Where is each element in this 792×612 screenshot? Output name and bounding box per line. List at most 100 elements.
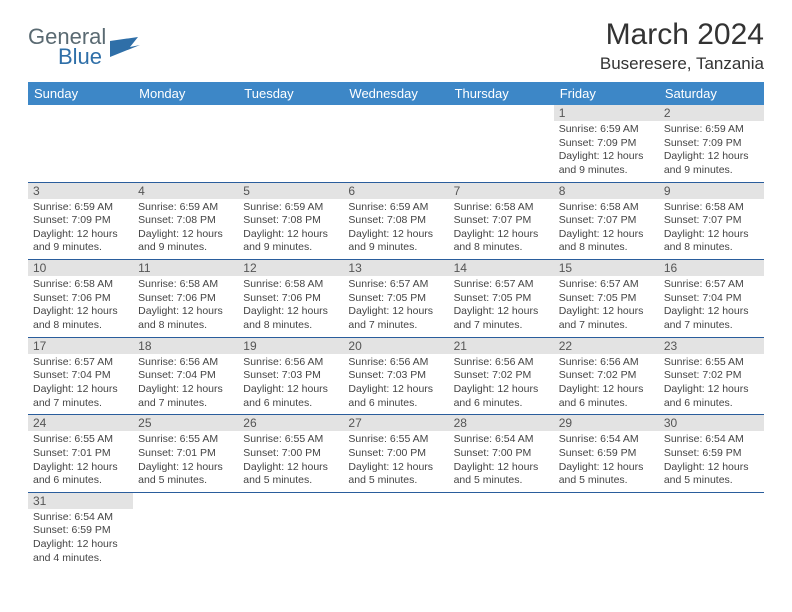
day-number: 18 (133, 338, 238, 354)
calendar-cell: 22Sunrise: 6:56 AMSunset: 7:02 PMDayligh… (554, 337, 659, 415)
day-info: Sunrise: 6:59 AMSunset: 7:08 PMDaylight:… (238, 199, 343, 260)
calendar-cell: 8Sunrise: 6:58 AMSunset: 7:07 PMDaylight… (554, 182, 659, 260)
calendar-cell: 16Sunrise: 6:57 AMSunset: 7:04 PMDayligh… (659, 260, 764, 338)
day-number: 14 (449, 260, 554, 276)
day-info: Sunrise: 6:54 AMSunset: 7:00 PMDaylight:… (449, 431, 554, 492)
day-info: Sunrise: 6:54 AMSunset: 6:59 PMDaylight:… (554, 431, 659, 492)
calendar-cell: 24Sunrise: 6:55 AMSunset: 7:01 PMDayligh… (28, 415, 133, 493)
calendar-week: 3Sunrise: 6:59 AMSunset: 7:09 PMDaylight… (28, 182, 764, 260)
day-number: 16 (659, 260, 764, 276)
day-info: Sunrise: 6:56 AMSunset: 7:03 PMDaylight:… (343, 354, 448, 415)
day-info: Sunrise: 6:58 AMSunset: 7:07 PMDaylight:… (554, 199, 659, 260)
day-info: Sunrise: 6:59 AMSunset: 7:09 PMDaylight:… (659, 121, 764, 182)
calendar-cell: 2Sunrise: 6:59 AMSunset: 7:09 PMDaylight… (659, 105, 764, 182)
weekday-header: Tuesday (238, 82, 343, 105)
calendar-table: SundayMondayTuesdayWednesdayThursdayFrid… (28, 82, 764, 569)
day-info: Sunrise: 6:55 AMSunset: 7:01 PMDaylight:… (28, 431, 133, 492)
calendar-cell: 29Sunrise: 6:54 AMSunset: 6:59 PMDayligh… (554, 415, 659, 493)
calendar-cell: 26Sunrise: 6:55 AMSunset: 7:00 PMDayligh… (238, 415, 343, 493)
day-info: Sunrise: 6:57 AMSunset: 7:04 PMDaylight:… (659, 276, 764, 337)
flag-icon (110, 37, 144, 59)
calendar-cell: 10Sunrise: 6:58 AMSunset: 7:06 PMDayligh… (28, 260, 133, 338)
day-info: Sunrise: 6:59 AMSunset: 7:08 PMDaylight:… (343, 199, 448, 260)
calendar-cell (133, 492, 238, 569)
logo-text-blue: Blue (58, 44, 106, 70)
calendar-week: 17Sunrise: 6:57 AMSunset: 7:04 PMDayligh… (28, 337, 764, 415)
day-number: 9 (659, 183, 764, 199)
day-info: Sunrise: 6:57 AMSunset: 7:04 PMDaylight:… (28, 354, 133, 415)
day-info: Sunrise: 6:59 AMSunset: 7:09 PMDaylight:… (28, 199, 133, 260)
day-number: 15 (554, 260, 659, 276)
day-info: Sunrise: 6:57 AMSunset: 7:05 PMDaylight:… (343, 276, 448, 337)
location: Buseresere, Tanzania (600, 54, 764, 74)
day-number: 20 (343, 338, 448, 354)
day-info: Sunrise: 6:58 AMSunset: 7:06 PMDaylight:… (238, 276, 343, 337)
day-number: 1 (554, 105, 659, 121)
day-info: Sunrise: 6:56 AMSunset: 7:02 PMDaylight:… (449, 354, 554, 415)
calendar-cell (343, 105, 448, 182)
calendar-week: 1Sunrise: 6:59 AMSunset: 7:09 PMDaylight… (28, 105, 764, 182)
day-info: Sunrise: 6:59 AMSunset: 7:09 PMDaylight:… (554, 121, 659, 182)
day-number: 23 (659, 338, 764, 354)
calendar-cell: 19Sunrise: 6:56 AMSunset: 7:03 PMDayligh… (238, 337, 343, 415)
weekday-header: Friday (554, 82, 659, 105)
calendar-cell: 3Sunrise: 6:59 AMSunset: 7:09 PMDaylight… (28, 182, 133, 260)
day-info: Sunrise: 6:56 AMSunset: 7:04 PMDaylight:… (133, 354, 238, 415)
day-info: Sunrise: 6:57 AMSunset: 7:05 PMDaylight:… (554, 276, 659, 337)
month-title: March 2024 (600, 18, 764, 52)
calendar-cell (28, 105, 133, 182)
calendar-cell (238, 105, 343, 182)
calendar-cell: 21Sunrise: 6:56 AMSunset: 7:02 PMDayligh… (449, 337, 554, 415)
day-number: 27 (343, 415, 448, 431)
calendar-cell: 13Sunrise: 6:57 AMSunset: 7:05 PMDayligh… (343, 260, 448, 338)
weekday-header: Saturday (659, 82, 764, 105)
calendar-cell: 25Sunrise: 6:55 AMSunset: 7:01 PMDayligh… (133, 415, 238, 493)
day-number: 21 (449, 338, 554, 354)
weekday-header: Wednesday (343, 82, 448, 105)
day-number: 26 (238, 415, 343, 431)
day-info: Sunrise: 6:58 AMSunset: 7:06 PMDaylight:… (28, 276, 133, 337)
logo-text-block: General Blue (28, 24, 106, 70)
day-number: 13 (343, 260, 448, 276)
calendar-cell: 6Sunrise: 6:59 AMSunset: 7:08 PMDaylight… (343, 182, 448, 260)
day-info: Sunrise: 6:59 AMSunset: 7:08 PMDaylight:… (133, 199, 238, 260)
day-info: Sunrise: 6:57 AMSunset: 7:05 PMDaylight:… (449, 276, 554, 337)
weekday-row: SundayMondayTuesdayWednesdayThursdayFrid… (28, 82, 764, 105)
calendar-week: 31Sunrise: 6:54 AMSunset: 6:59 PMDayligh… (28, 492, 764, 569)
calendar-cell: 28Sunrise: 6:54 AMSunset: 7:00 PMDayligh… (449, 415, 554, 493)
day-number: 3 (28, 183, 133, 199)
day-number: 22 (554, 338, 659, 354)
calendar-cell (133, 105, 238, 182)
day-info: Sunrise: 6:56 AMSunset: 7:02 PMDaylight:… (554, 354, 659, 415)
calendar-week: 24Sunrise: 6:55 AMSunset: 7:01 PMDayligh… (28, 415, 764, 493)
calendar-cell (659, 492, 764, 569)
calendar-cell: 15Sunrise: 6:57 AMSunset: 7:05 PMDayligh… (554, 260, 659, 338)
calendar-cell (343, 492, 448, 569)
day-number: 12 (238, 260, 343, 276)
calendar-cell: 4Sunrise: 6:59 AMSunset: 7:08 PMDaylight… (133, 182, 238, 260)
day-info: Sunrise: 6:55 AMSunset: 7:02 PMDaylight:… (659, 354, 764, 415)
calendar-cell: 20Sunrise: 6:56 AMSunset: 7:03 PMDayligh… (343, 337, 448, 415)
calendar-cell: 18Sunrise: 6:56 AMSunset: 7:04 PMDayligh… (133, 337, 238, 415)
day-info: Sunrise: 6:56 AMSunset: 7:03 PMDaylight:… (238, 354, 343, 415)
calendar-cell: 30Sunrise: 6:54 AMSunset: 6:59 PMDayligh… (659, 415, 764, 493)
day-info: Sunrise: 6:54 AMSunset: 6:59 PMDaylight:… (28, 509, 133, 570)
calendar-cell: 14Sunrise: 6:57 AMSunset: 7:05 PMDayligh… (449, 260, 554, 338)
weekday-header: Thursday (449, 82, 554, 105)
calendar-cell (449, 105, 554, 182)
day-number: 17 (28, 338, 133, 354)
calendar-cell: 7Sunrise: 6:58 AMSunset: 7:07 PMDaylight… (449, 182, 554, 260)
calendar-cell: 9Sunrise: 6:58 AMSunset: 7:07 PMDaylight… (659, 182, 764, 260)
calendar-cell: 27Sunrise: 6:55 AMSunset: 7:00 PMDayligh… (343, 415, 448, 493)
day-number: 25 (133, 415, 238, 431)
day-number: 30 (659, 415, 764, 431)
day-info: Sunrise: 6:58 AMSunset: 7:07 PMDaylight:… (659, 199, 764, 260)
day-number: 5 (238, 183, 343, 199)
day-number: 31 (28, 493, 133, 509)
day-info: Sunrise: 6:54 AMSunset: 6:59 PMDaylight:… (659, 431, 764, 492)
logo: General Blue (28, 18, 144, 70)
day-info: Sunrise: 6:58 AMSunset: 7:07 PMDaylight:… (449, 199, 554, 260)
day-number: 11 (133, 260, 238, 276)
header: General Blue March 2024 Buseresere, Tanz… (28, 18, 764, 74)
calendar-body: 1Sunrise: 6:59 AMSunset: 7:09 PMDaylight… (28, 105, 764, 569)
